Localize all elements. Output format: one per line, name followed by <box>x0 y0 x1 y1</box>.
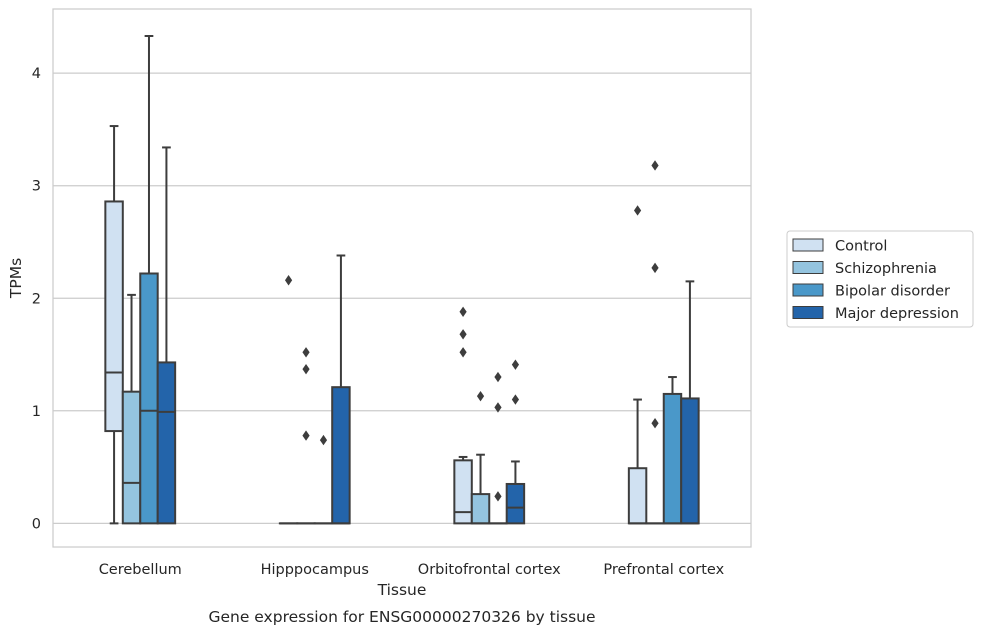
legend-swatch <box>792 261 824 274</box>
box-2-0 <box>453 306 473 525</box>
box-0-0 <box>104 125 124 525</box>
outlier-point <box>511 394 520 405</box>
legend-swatch <box>792 306 824 319</box>
y-tick-labels: 0 1 2 3 4 <box>32 66 41 532</box>
box-body <box>121 390 142 525</box>
outlier-point <box>476 390 485 402</box>
outlier-point <box>302 430 310 441</box>
box-2-3 <box>505 359 526 525</box>
box-3-2 <box>662 376 683 525</box>
y-tick-label: 0 <box>32 516 41 532</box>
x-tick-label: Orbitofrontal cortex <box>418 562 561 578</box>
x-tick-label: Prefrontal cortex <box>603 562 724 578</box>
legend: Control Schizophrenia Bipolar disorder Majo… <box>786 230 974 328</box>
x-tick-label: Cerebellum <box>99 562 182 578</box>
legend-label: Major depression <box>835 306 959 322</box>
box-body <box>139 272 159 525</box>
box-3-1 <box>645 160 665 525</box>
outlier-point <box>651 262 659 274</box>
box-0-2 <box>139 35 159 525</box>
outlier-point <box>302 363 310 375</box>
box-body <box>627 467 648 525</box>
outlier-point <box>651 160 659 171</box>
legend-swatch <box>792 238 824 252</box>
outlier-point <box>494 402 502 413</box>
box-body <box>662 392 683 525</box>
outlier-point <box>284 275 293 286</box>
legend-frame <box>786 230 974 328</box>
box-3-0 <box>627 205 648 525</box>
y-tick-label: 4 <box>32 66 41 82</box>
legend-label: Control <box>835 239 887 255</box>
legend-label: Schizophrenia <box>835 261 937 277</box>
figure-caption: Gene expression for ENSG00000270326 by t… <box>208 608 595 626</box>
outlier-point <box>511 359 520 370</box>
y-tick-label: 2 <box>32 291 41 307</box>
outlier-point <box>494 491 502 502</box>
outlier-point <box>633 205 642 216</box>
outlier-point <box>459 329 467 340</box>
outlier-point <box>651 417 659 429</box>
box-plot-marks <box>104 35 700 525</box>
outlier-point <box>302 347 310 358</box>
box-body <box>453 459 473 525</box>
plot-frame <box>52 8 752 548</box>
box-0-3 <box>156 146 177 525</box>
y-axis-label: TPMs <box>7 258 25 299</box>
x-tick-label: Hipppocampus <box>261 562 369 578</box>
legend-swatch <box>792 283 824 297</box>
box-1-3 <box>331 254 351 525</box>
y-tick-label: 3 <box>32 179 41 195</box>
outlier-point <box>319 434 328 446</box>
y-tick-label: 1 <box>32 404 41 420</box>
box-body <box>505 482 526 525</box>
box-body <box>104 200 124 433</box>
legend-label: Bipolar disorder <box>835 284 950 300</box>
box-2-1 <box>470 390 491 525</box>
box-body <box>680 397 700 525</box>
box-body <box>331 386 351 525</box>
box-body <box>470 493 491 525</box>
outlier-point <box>459 347 467 358</box>
outlier-point <box>459 306 467 317</box>
box-body <box>156 361 177 525</box>
x-axis-label: Tissue <box>377 581 427 599</box>
box-0-1 <box>121 293 142 525</box>
box-1-1 <box>296 347 316 525</box>
box-3-3 <box>680 280 700 525</box>
x-tick-labels: Cerebellum Hipppocampus Orbitofrontal cort… <box>99 562 725 578</box>
outlier-point <box>494 371 502 383</box>
